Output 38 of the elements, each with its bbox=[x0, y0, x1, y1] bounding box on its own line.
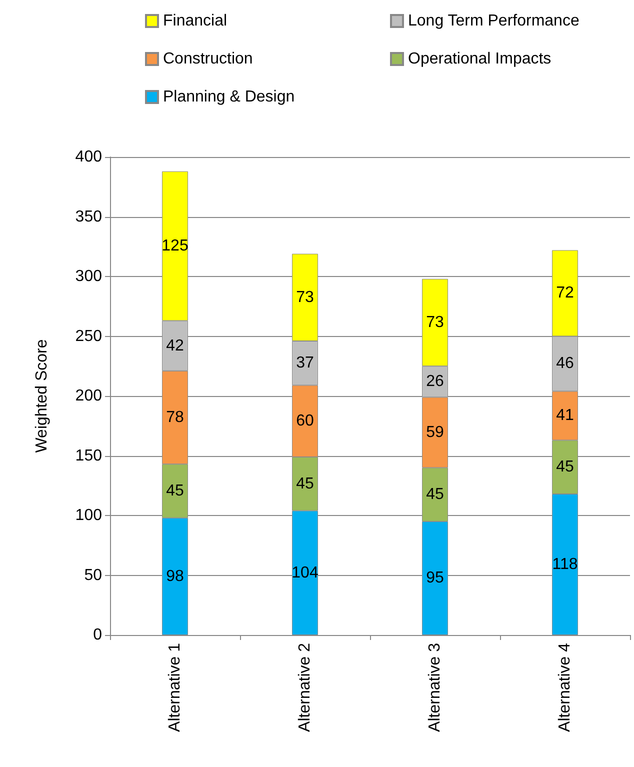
y-tick-label: 200 bbox=[75, 388, 102, 404]
data-label: 45 bbox=[166, 482, 184, 500]
x-tick-label: Alternative 1 bbox=[166, 642, 184, 732]
data-label: 73 bbox=[426, 314, 444, 332]
data-label: 45 bbox=[426, 486, 444, 504]
data-label: 125 bbox=[162, 238, 188, 255]
data-label: 60 bbox=[296, 412, 314, 430]
legend-label: Construction bbox=[163, 50, 253, 68]
y-tick-label: 400 bbox=[75, 148, 102, 166]
legend-label: Planning & Design bbox=[163, 88, 295, 106]
legend-label: Financial bbox=[163, 12, 228, 30]
data-label: 98 bbox=[166, 568, 184, 585]
data-label: 41 bbox=[556, 407, 574, 424]
y-tick-label: 350 bbox=[75, 208, 102, 226]
legend-label: Operational Impacts bbox=[408, 50, 552, 68]
y-tick-label: 300 bbox=[75, 268, 102, 285]
data-label: 95 bbox=[426, 570, 444, 587]
x-tick-label: Alternative 2 bbox=[296, 642, 314, 732]
legend-label: Long Term Performance bbox=[408, 12, 580, 30]
data-label: 26 bbox=[426, 373, 444, 390]
data-label: 42 bbox=[166, 337, 184, 354]
data-label: 59 bbox=[426, 424, 444, 441]
y-tick-label: 150 bbox=[75, 447, 102, 464]
data-label: 73 bbox=[296, 288, 314, 306]
y-tick-label: 50 bbox=[84, 566, 102, 584]
data-label: 37 bbox=[296, 354, 314, 372]
data-label: 45 bbox=[296, 475, 314, 492]
data-label: 72 bbox=[556, 284, 574, 302]
data-label: 78 bbox=[166, 409, 184, 426]
x-tick-label: Alternative 4 bbox=[556, 642, 574, 732]
y-tick-label: 250 bbox=[75, 328, 102, 345]
y-tick-label: 100 bbox=[75, 507, 102, 524]
y-tick-label: 0 bbox=[93, 626, 102, 644]
data-label: 46 bbox=[556, 355, 574, 372]
data-label: 45 bbox=[556, 458, 574, 476]
y-axis-title: Weighted Score bbox=[34, 339, 50, 453]
data-label: 118 bbox=[552, 556, 578, 573]
x-tick-label: Alternative 3 bbox=[426, 642, 444, 732]
